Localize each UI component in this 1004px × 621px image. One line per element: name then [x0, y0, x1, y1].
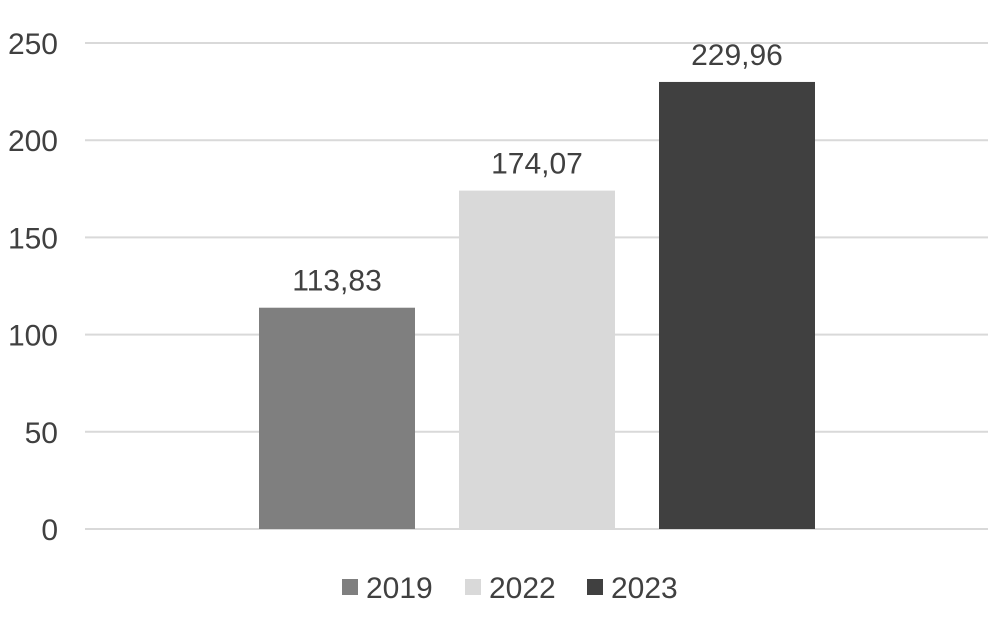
- legend-swatch: [587, 579, 603, 595]
- y-tick-label: 200: [8, 125, 58, 158]
- data-label: 174,07: [491, 148, 583, 181]
- data-label: 229,96: [691, 39, 783, 72]
- legend-swatch: [465, 579, 481, 595]
- y-tick-label: 100: [8, 320, 58, 353]
- bar-2022: [459, 190, 615, 530]
- y-tick-label: 50: [25, 417, 58, 450]
- data-label: 113,83: [292, 265, 382, 298]
- legend-label: 2023: [611, 572, 678, 605]
- legend-swatch: [342, 579, 358, 595]
- bar-2023: [659, 81, 815, 529]
- bar-2019: [259, 307, 415, 529]
- legend-label: 2022: [489, 572, 556, 605]
- legend-label: 2019: [366, 572, 433, 605]
- y-tick-label: 0: [41, 514, 58, 547]
- y-tick-label: 150: [8, 222, 58, 255]
- y-tick-label: 250: [8, 28, 58, 61]
